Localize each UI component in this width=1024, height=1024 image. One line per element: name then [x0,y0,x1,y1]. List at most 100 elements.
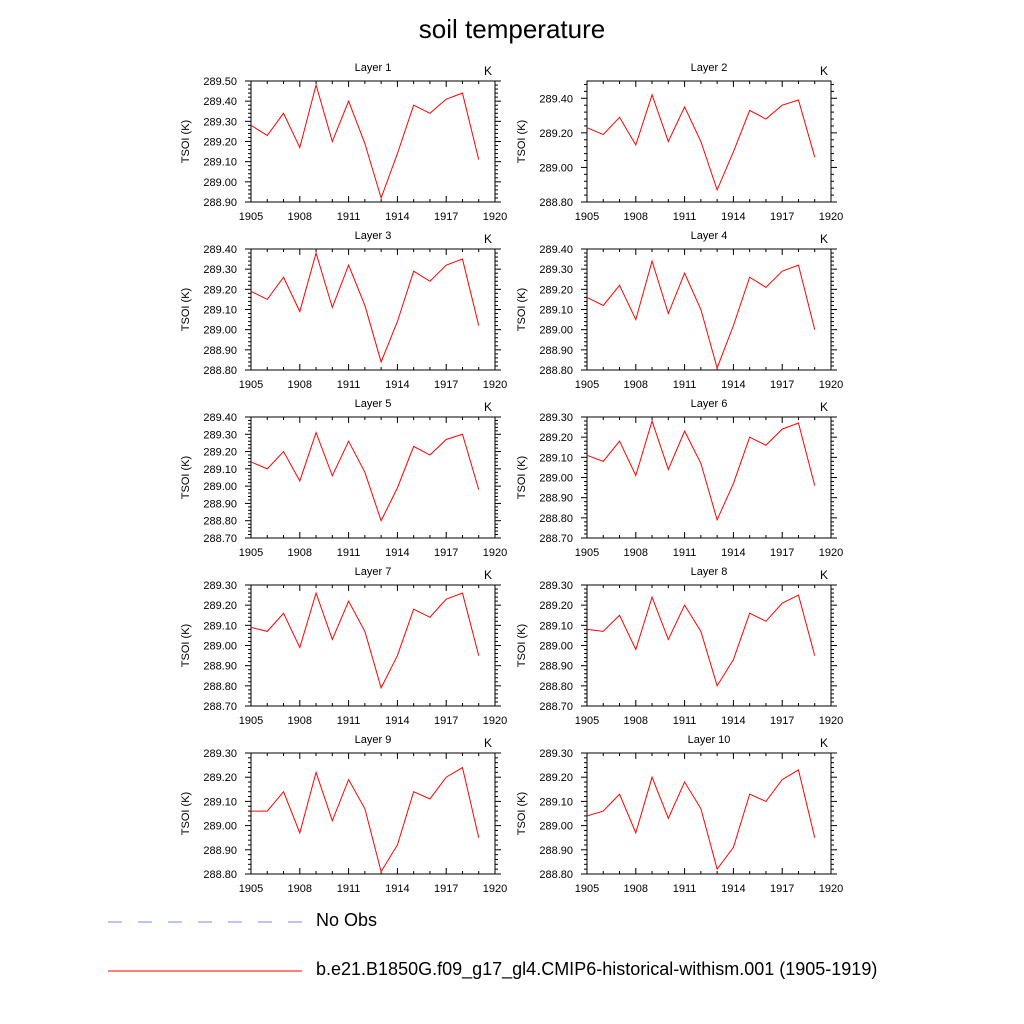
data-point [651,94,653,96]
data-point [668,639,670,641]
x-tick-label: 1914 [721,715,745,727]
panel-title: Layer 6 [691,398,728,410]
data-point [798,99,800,101]
y-tick-label: 289.30 [539,412,573,424]
y-tick-label: 289.30 [539,748,573,760]
data-point [299,147,301,149]
x-tick-label: 1911 [673,883,697,895]
panel-title: Layer 10 [688,734,731,746]
data-point [315,592,317,594]
data-point [315,432,317,434]
data-point [798,769,800,771]
data-point [397,487,399,489]
data-point [445,598,447,600]
data-point [283,612,285,614]
y-tick-label: 288.70 [539,533,573,545]
panel-title: Layer 9 [355,734,392,746]
data-point [250,627,252,629]
data-point [635,144,637,146]
y-tick-label: 289.40 [203,244,237,256]
data-point [462,258,464,260]
data-point [781,270,783,272]
y-tick-label: 289.00 [539,325,573,337]
data-point [429,112,431,114]
data-point [315,252,317,254]
x-tick-label: 1911 [673,211,697,223]
data-point [684,430,686,432]
x-tick-label: 1908 [288,883,312,895]
data-point [749,612,751,614]
x-tick-label: 1920 [483,211,507,223]
y-tick-label: 288.80 [203,365,237,377]
data-point [781,428,783,430]
x-tick-label: 1920 [819,211,843,223]
x-tick-label: 1911 [337,715,361,727]
data-point [332,141,334,143]
data-point [348,779,350,781]
y-tick-label: 288.70 [539,701,573,713]
data-point [364,305,366,307]
x-tick-label: 1914 [721,379,745,391]
data-point [332,475,334,477]
series-line [250,83,480,200]
data-point [602,810,604,812]
data-point [429,798,431,800]
data-point [315,84,317,86]
data-point [668,141,670,143]
data-point [332,639,334,641]
y-tick-label: 289.10 [539,305,573,317]
x-tick-label: 1914 [721,547,745,559]
y-tick-label: 289.40 [203,412,237,424]
data-point [283,791,285,793]
legend-label-model: b.e21.B1850G.f09_g17_gl4.CMIP6-historica… [316,959,878,979]
data-point [798,264,800,266]
data-point [635,475,637,477]
legend-label-obs: No Obs [316,910,378,930]
plot-frame [586,584,832,707]
data-point [684,781,686,783]
data-point [586,629,588,631]
y-tick-label: 289.20 [539,284,573,296]
panel-layer-9: Layer 9 K 1905 1908 1911 1914 1917 1920 288.80 28… [180,734,507,895]
data-point [798,422,800,424]
y-tick-label: 288.80 [539,513,573,525]
plot-frame [250,248,496,371]
y-tick-label: 289.20 [539,432,573,444]
plot-frame [250,80,496,203]
data-point [445,439,447,441]
series-line [586,419,816,522]
y-tick-label: 289.10 [203,796,237,808]
x-tick-label: 1920 [483,883,507,895]
y-tick-label: 289.00 [203,641,237,653]
data-point [651,260,653,262]
data-point [684,604,686,606]
y-axis-label: TSOI (K) [516,624,528,667]
data-point [250,125,252,127]
series-line [250,431,480,523]
y-tick-label: 289.30 [203,264,237,276]
panel-layer-4: Layer 4 K 1905 1908 1911 1914 1917 1920 288.80 28… [516,230,843,391]
legend-entry-obs: No Obs [108,910,928,932]
y-tick-label: 289.10 [203,157,237,169]
x-tick-label: 1908 [624,715,648,727]
x-tick-label: 1905 [239,715,263,727]
data-point [619,440,621,442]
x-tick-label: 1905 [239,211,263,223]
data-point [684,272,686,274]
unit-label: K [820,232,828,246]
y-axis-label: TSOI (K) [180,792,192,835]
data-point [445,776,447,778]
data-point [716,519,718,521]
x-tick-label: 1917 [770,211,794,223]
y-axis-label: TSOI (K) [180,456,192,499]
data-point [266,468,268,470]
panel-layer-5: Layer 5 K 1905 1908 1911 1914 1917 1920 288.70 28… [180,398,507,559]
x-tick-label: 1908 [624,211,648,223]
x-tick-label: 1911 [337,211,361,223]
data-point [380,687,382,689]
data-point [429,280,431,282]
y-tick-label: 289.40 [539,93,573,105]
data-point [602,631,604,633]
y-tick-label: 289.50 [203,76,237,88]
data-point [413,608,415,610]
